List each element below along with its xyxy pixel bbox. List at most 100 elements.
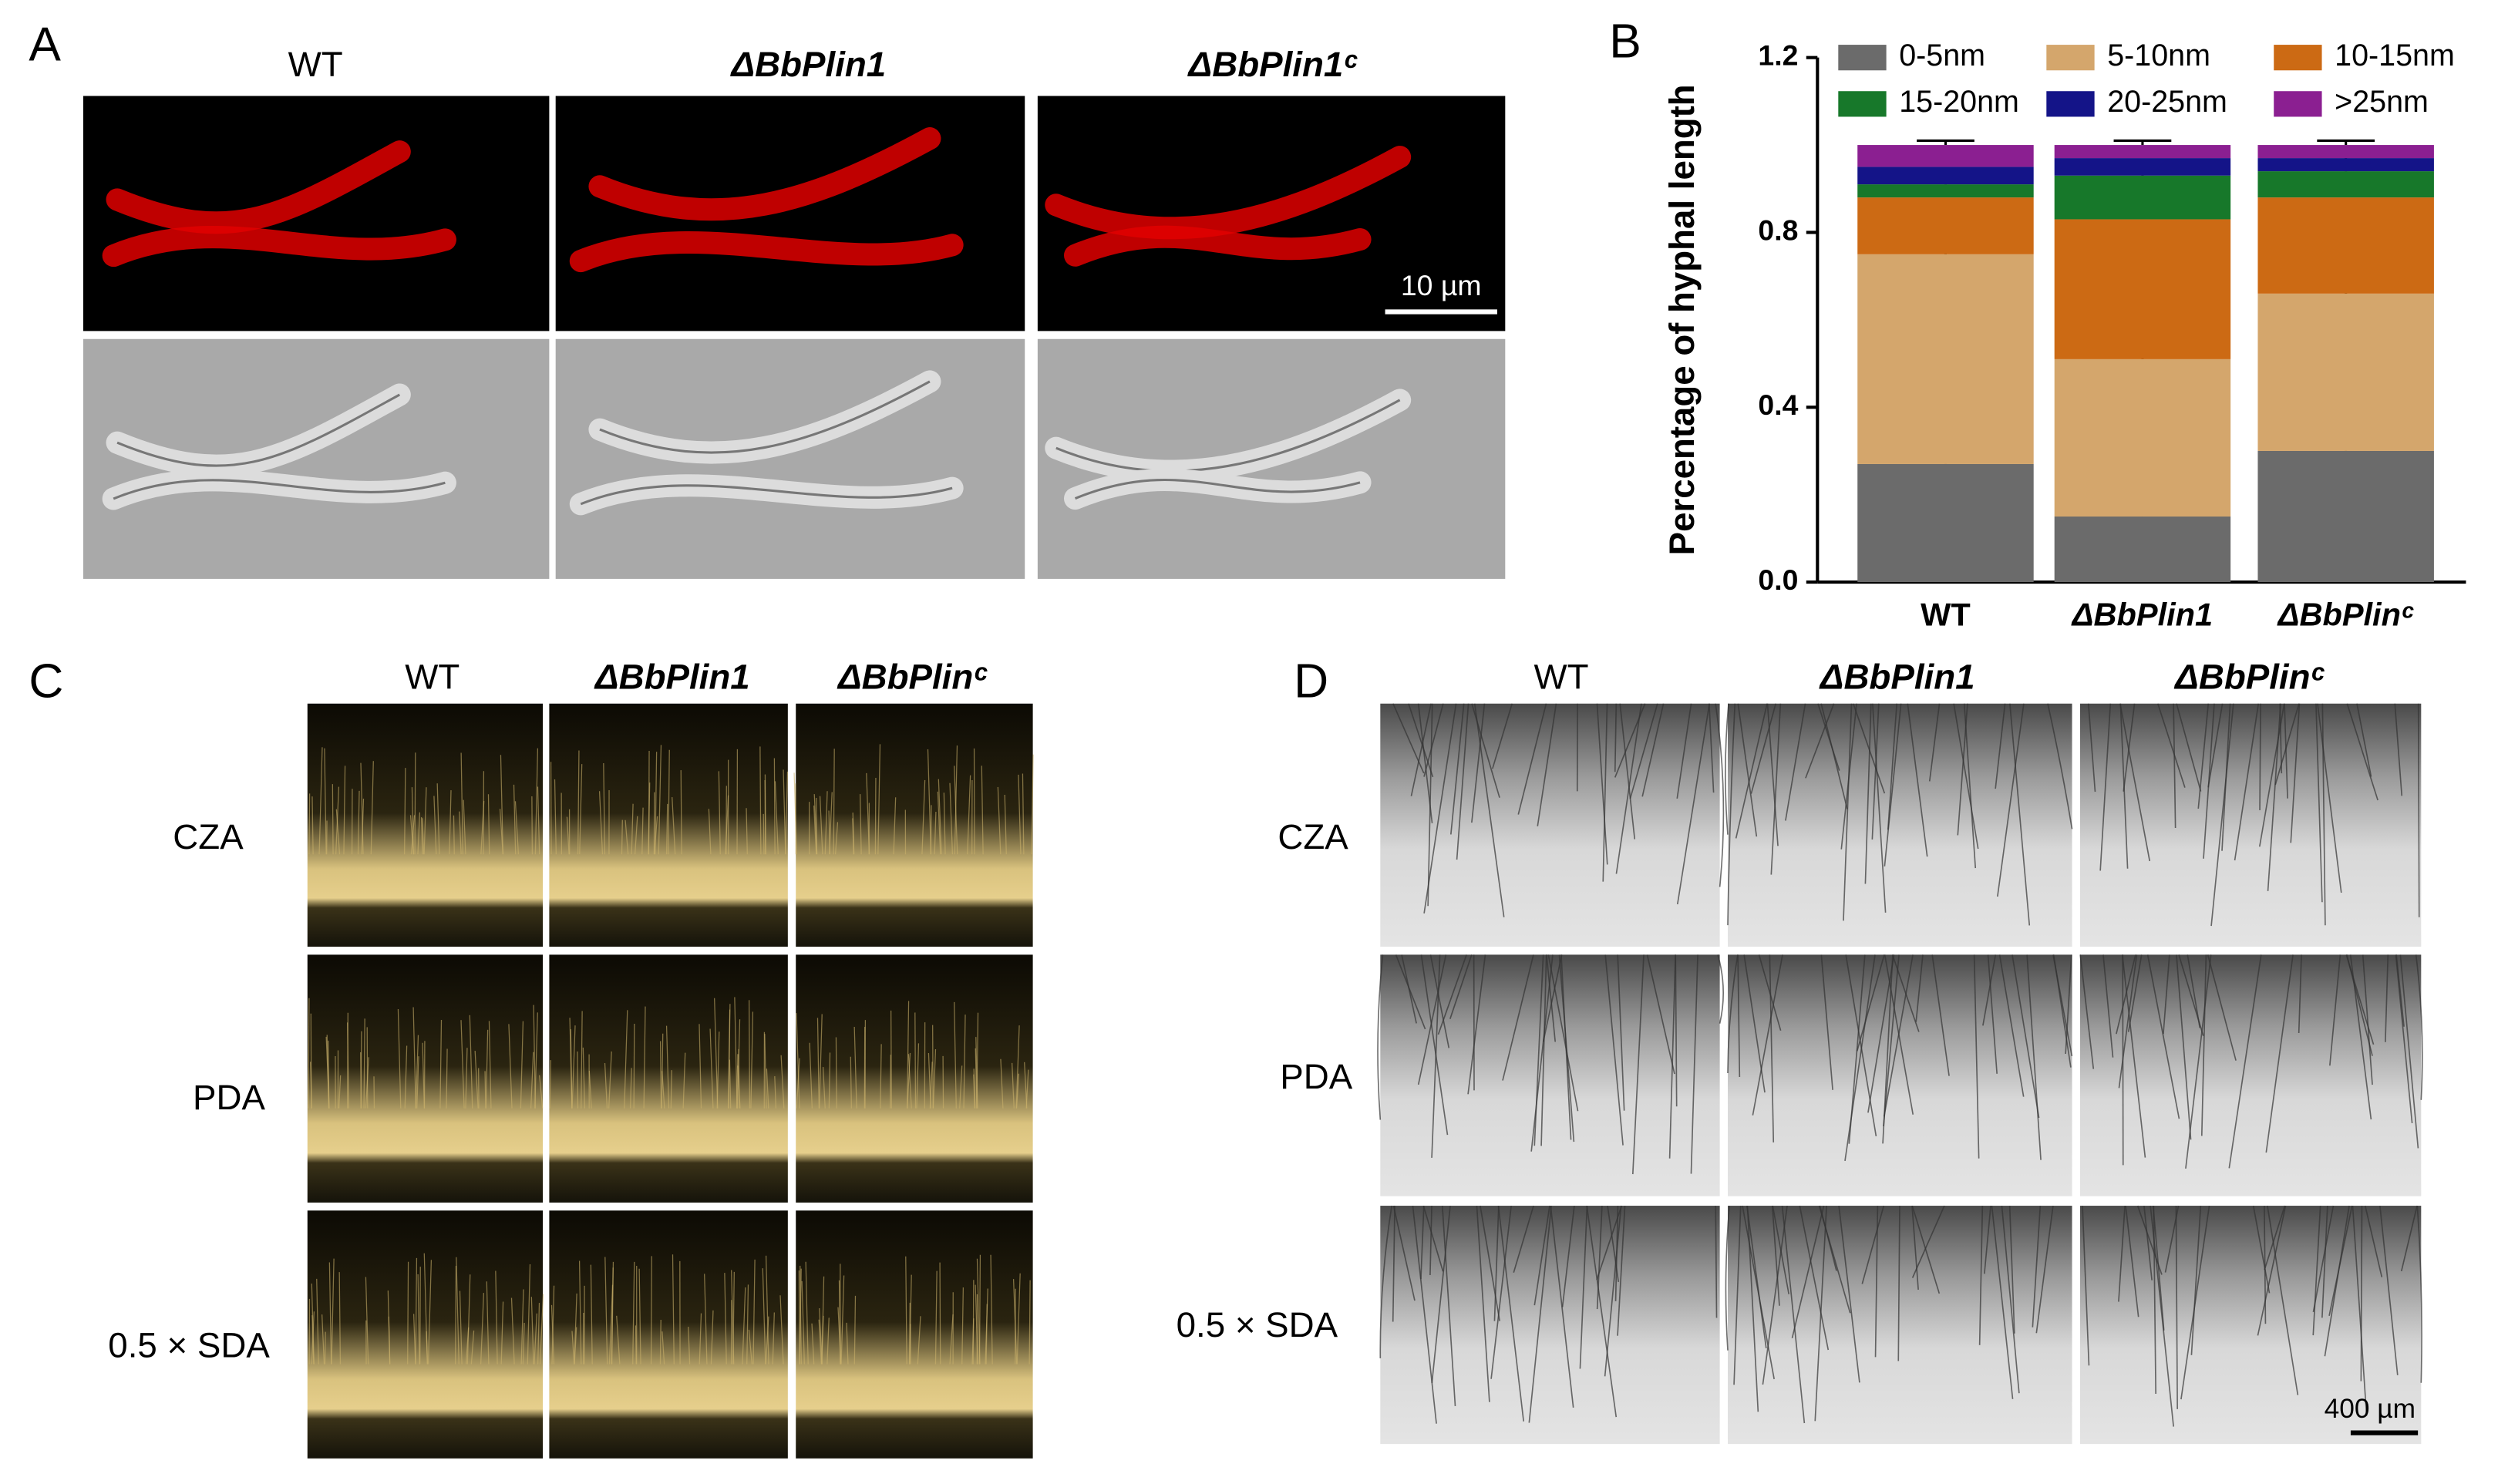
hypha — [2400, 1205, 2418, 1272]
hypha — [1957, 703, 1968, 836]
aerial-hypha — [474, 1051, 479, 1109]
hypha — [1973, 954, 1980, 1159]
aerial-hypha — [710, 1310, 714, 1365]
aerial-hypha — [917, 1316, 921, 1365]
aerial-hypha — [577, 1052, 579, 1109]
aerial-hypha — [581, 1011, 583, 1109]
hypha — [1408, 703, 1434, 778]
hypha — [1743, 954, 1766, 1093]
hypha — [1675, 954, 1678, 1107]
aerial-hypha — [833, 749, 835, 855]
panel-label: A — [29, 19, 61, 72]
hypha — [2321, 1206, 2328, 1318]
aerial-hypha — [456, 1257, 460, 1365]
aerial-hypha — [316, 1278, 319, 1365]
hypha — [1817, 703, 1840, 771]
aerial-hypha — [801, 1280, 805, 1365]
aerial-hypha — [826, 1317, 830, 1365]
aerial-hypha — [765, 1316, 769, 1365]
aerial-hypha — [436, 783, 440, 855]
hypha — [1607, 1205, 1620, 1282]
aerial-hypha — [746, 1284, 749, 1365]
hypha — [1429, 1206, 1432, 1276]
hypha — [2185, 954, 2212, 1169]
aerial-hypha — [633, 1023, 635, 1109]
hypha — [2290, 703, 2301, 843]
hypha — [1412, 1205, 1437, 1424]
hypha — [1417, 703, 1433, 823]
aerial-hypha — [488, 1021, 492, 1109]
hypha-edge — [599, 380, 931, 454]
aerial-hypha — [714, 998, 719, 1109]
hypha — [2001, 1205, 2020, 1394]
aerial-hypha — [415, 1035, 419, 1109]
hypha — [2099, 703, 2112, 871]
hypha — [2346, 703, 2378, 801]
hypha — [1843, 703, 1853, 921]
bar-segment — [1857, 145, 2034, 167]
hypha — [1991, 1205, 2014, 1399]
aerial-hypha — [484, 1071, 486, 1109]
aerial-hypha — [973, 1068, 976, 1109]
hypha — [1471, 703, 1500, 798]
aerial-hypha — [824, 791, 828, 855]
aerial-hypha — [929, 1062, 933, 1109]
hypha — [2284, 703, 2288, 799]
hypha — [2315, 703, 2323, 903]
hypha — [2187, 954, 2201, 1028]
hypha — [1471, 703, 1486, 823]
aerial-hypha — [520, 1289, 524, 1365]
aerial-hypha — [414, 752, 416, 855]
aerial-hypha — [763, 813, 765, 855]
aerial-hypha — [608, 1284, 614, 1365]
aerial-hypha — [914, 1012, 917, 1109]
hypha — [1907, 703, 1928, 857]
aerial-hypha — [365, 1057, 369, 1109]
aerial-hypha — [407, 1261, 409, 1365]
hypha — [1995, 703, 2006, 789]
hypha — [1911, 1205, 1941, 1294]
hypha — [1473, 703, 1505, 917]
hypha — [2364, 1205, 2383, 1277]
aerial-hypha — [662, 1331, 665, 1365]
hypha — [1456, 703, 1470, 860]
y-tick-label: 1.2 — [1758, 39, 1798, 72]
aerial-hypha — [413, 1314, 416, 1365]
aerial-hypha — [551, 1285, 555, 1365]
legend-swatch — [1838, 45, 1887, 71]
aerial-hypha — [655, 752, 658, 855]
hypha — [1604, 1205, 1622, 1377]
hypha — [1840, 703, 1857, 850]
aerial-hypha — [835, 1037, 837, 1109]
hypha — [2385, 954, 2389, 1042]
hypha — [1911, 1205, 1945, 1278]
hypha — [1423, 703, 1444, 777]
aerial-hypha — [624, 819, 629, 855]
scale-bar-label: 10 µm — [1401, 269, 1482, 301]
aerial-hypha — [485, 1029, 489, 1109]
hypha — [2264, 1206, 2267, 1324]
hypha — [2175, 1206, 2178, 1409]
hypha — [2207, 954, 2237, 1061]
hypha-edge — [113, 479, 446, 500]
aerial-hypha — [889, 1055, 891, 1109]
aerial-hypha — [752, 1259, 756, 1365]
legend-swatch — [2046, 45, 2095, 71]
aerial-hypha — [997, 786, 1002, 855]
aerial-hypha — [959, 1065, 963, 1109]
hypha — [588, 127, 941, 221]
colony-image — [307, 1210, 544, 1459]
hypha — [1676, 703, 1710, 905]
hypha — [2360, 1206, 2363, 1381]
hypha — [1982, 954, 1997, 1026]
hypha — [1586, 1205, 1618, 1418]
hypha — [1769, 954, 1775, 1142]
aerial-hypha — [866, 772, 870, 855]
bar-segment — [2257, 197, 2434, 294]
hypha — [2203, 703, 2215, 859]
aerial-hypha — [838, 1280, 842, 1365]
hypha — [1911, 1206, 1919, 1291]
hypha — [2356, 703, 2372, 777]
aerial-hypha — [954, 766, 958, 855]
